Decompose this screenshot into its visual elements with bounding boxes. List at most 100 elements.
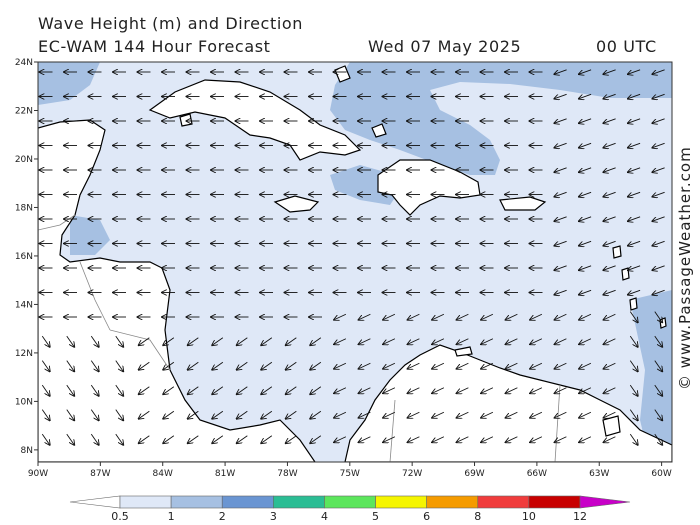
direction-arrow bbox=[237, 410, 248, 418]
direction-arrow bbox=[212, 361, 224, 369]
direction-arrow bbox=[579, 289, 592, 294]
direction-arrow bbox=[603, 240, 616, 245]
south-america bbox=[344, 344, 672, 462]
direction-arrow bbox=[115, 433, 123, 445]
lon-tick-label: 87W bbox=[90, 469, 110, 479]
direction-arrow bbox=[579, 240, 592, 245]
direction-arrow bbox=[579, 93, 592, 98]
direction-arrow bbox=[554, 69, 567, 74]
direction-arrow bbox=[654, 360, 662, 372]
legend-swatch bbox=[273, 495, 325, 509]
direction-arrow bbox=[432, 436, 445, 442]
lesser-antilles-1 bbox=[612, 245, 622, 259]
legend-swatch bbox=[119, 495, 172, 509]
legend-max-arrow bbox=[579, 495, 631, 509]
direction-arrow bbox=[457, 387, 469, 393]
direction-arrow bbox=[579, 265, 592, 270]
direction-arrow bbox=[604, 411, 616, 417]
direction-arrow bbox=[457, 338, 469, 344]
direction-arrow bbox=[530, 362, 543, 368]
direction-arrow bbox=[603, 118, 616, 123]
direction-arrow bbox=[629, 335, 637, 347]
direction-arrow bbox=[90, 433, 98, 445]
lon-tick-label: 84W bbox=[153, 469, 173, 479]
direction-arrow bbox=[359, 411, 371, 417]
direction-arrow bbox=[457, 362, 469, 368]
direction-arrow bbox=[554, 118, 567, 123]
direction-arrow bbox=[652, 69, 665, 74]
legend-swatch bbox=[477, 495, 530, 509]
direction-arrow bbox=[286, 435, 297, 443]
direction-arrow bbox=[654, 335, 662, 347]
direction-arrow bbox=[629, 409, 637, 421]
direction-arrow bbox=[652, 265, 665, 270]
direction-arrow bbox=[603, 93, 616, 98]
lat-tick-label: 12N bbox=[15, 349, 33, 359]
direction-arrow bbox=[188, 337, 199, 345]
direction-arrow bbox=[261, 410, 273, 418]
direction-arrow bbox=[66, 360, 74, 372]
direction-arrow bbox=[603, 191, 616, 196]
legend-swatch bbox=[221, 495, 274, 509]
yucatan-mexico bbox=[38, 119, 316, 462]
direction-arrow bbox=[579, 338, 592, 344]
direction-arrow bbox=[383, 338, 396, 344]
direction-arrow bbox=[359, 338, 371, 344]
direction-arrow bbox=[163, 410, 175, 418]
direction-arrow bbox=[66, 433, 74, 445]
direction-arrow bbox=[652, 289, 665, 294]
direction-arrow bbox=[652, 191, 665, 196]
direction-arrow bbox=[237, 361, 248, 369]
date-label: Wed 07 May 2025 bbox=[368, 37, 522, 56]
direction-arrow bbox=[237, 337, 248, 345]
direction-arrow bbox=[554, 93, 567, 98]
direction-arrow bbox=[628, 93, 641, 98]
direction-arrow bbox=[237, 435, 248, 443]
direction-arrow bbox=[286, 361, 297, 369]
direction-arrow bbox=[408, 313, 420, 319]
hispaniola bbox=[377, 159, 481, 216]
direction-arrow bbox=[408, 362, 420, 368]
direction-arrow bbox=[554, 289, 567, 294]
direction-arrow bbox=[628, 142, 641, 147]
legend-swatch bbox=[375, 495, 427, 509]
direction-arrow bbox=[41, 360, 49, 372]
direction-arrow bbox=[579, 436, 592, 442]
direction-arrow bbox=[579, 142, 592, 147]
direction-arrow bbox=[579, 118, 592, 123]
direction-arrow bbox=[481, 338, 494, 344]
direction-arrow bbox=[115, 384, 123, 396]
direction-arrow bbox=[359, 362, 371, 368]
direction-arrow bbox=[334, 411, 347, 417]
direction-arrow bbox=[579, 216, 592, 221]
map-area bbox=[38, 62, 672, 462]
bahamas-1 bbox=[334, 65, 351, 83]
country-borders bbox=[38, 214, 561, 462]
legend-label: 1 bbox=[168, 510, 175, 523]
direction-arrow bbox=[555, 313, 567, 319]
direction-arrow bbox=[383, 411, 396, 417]
direction-arrow bbox=[654, 384, 662, 396]
direction-arrow bbox=[139, 361, 150, 369]
direction-arrow bbox=[90, 384, 98, 396]
direction-arrow bbox=[286, 386, 297, 394]
longitude-ticks: 90W 87W 84W 81W 78W 75W 72W 69W 66W 63W 60W bbox=[28, 462, 672, 479]
direction-arrow bbox=[261, 386, 273, 394]
direction-arrow bbox=[66, 335, 74, 347]
legend-min-arrow bbox=[69, 495, 121, 509]
direction-arrow bbox=[359, 436, 371, 442]
direction-arrow bbox=[261, 337, 273, 345]
direction-arrow bbox=[628, 265, 641, 270]
direction-arrow bbox=[359, 387, 371, 393]
legend-label: 6 bbox=[423, 510, 430, 523]
direction-arrow bbox=[408, 387, 420, 393]
direction-arrow bbox=[115, 409, 123, 421]
wave-direction-arrows bbox=[40, 70, 665, 445]
direction-arrow bbox=[604, 387, 616, 393]
direction-arrow bbox=[212, 410, 224, 418]
direction-arrow bbox=[163, 435, 175, 443]
direction-arrow bbox=[188, 410, 199, 418]
direction-arrow bbox=[383, 362, 396, 368]
copyright-text: © www.PassageWeather.com bbox=[676, 146, 694, 390]
